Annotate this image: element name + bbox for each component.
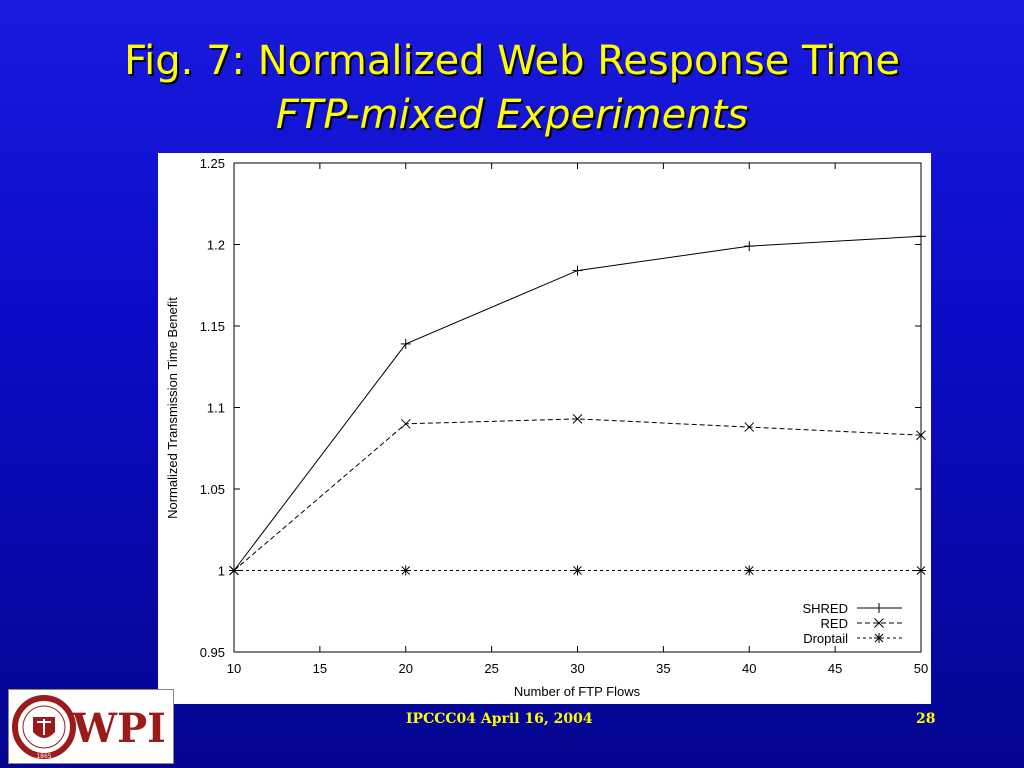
x-tick-label: 15 (313, 661, 327, 676)
x-tick-label: 25 (484, 661, 498, 676)
data-point-droptail (229, 565, 239, 576)
legend-marker-shred (874, 603, 884, 613)
data-point-red (916, 430, 926, 441)
legend-marker-droptail (874, 633, 884, 643)
x-tick-label: 30 (570, 661, 584, 676)
data-point-shred (916, 231, 926, 242)
y-tick-label: 0.95 (200, 645, 225, 660)
page-number: 28 (916, 711, 936, 727)
plot-frame (233, 162, 922, 653)
x-tick-label: 45 (828, 661, 842, 676)
chart-panel: 10 15 20 25 30 35 40 45 50 0.95 1 1.05 1.1 1.15 1.2 1.2… (158, 153, 931, 704)
data-point-red (400, 418, 411, 429)
x-tick-label: 10 (227, 661, 241, 676)
series-line-shred (233, 235, 922, 571)
y-tick-label: 1.1 (207, 401, 225, 416)
y-tick-label: 1.25 (200, 156, 225, 171)
data-point-shred (744, 241, 755, 252)
data-point-red (572, 414, 583, 424)
y-axis-label: Normalized Transmission Time Benefit (165, 297, 180, 519)
logo-year: 1865 (36, 753, 51, 760)
data-point-shred (400, 338, 411, 349)
data-point-droptail (744, 565, 755, 576)
logo-text: WPI (71, 705, 166, 752)
slide-title-line1: Fig. 7: Normalized Web Response Time (124, 38, 900, 84)
slide-title-line2: FTP-mixed Experiments (275, 92, 749, 138)
legend-label-shred: SHRED (802, 601, 848, 616)
wpi-seal-icon: 1865 WPI (12, 695, 166, 760)
x-axis-label: Number of FTP Flows (514, 684, 641, 699)
x-tick-label: 20 (399, 661, 413, 676)
footer-text: IPCCC04 April 16, 2004 (406, 711, 593, 727)
x-tick-label: 50 (914, 661, 928, 676)
series-line-red (233, 418, 922, 571)
y-tick-label: 1.15 (200, 319, 225, 334)
data-point-droptail (916, 565, 926, 576)
legend-marker-red (874, 618, 884, 628)
x-tick-label: 40 (742, 661, 756, 676)
y-tick-label: 1 (218, 564, 225, 579)
data-point-red (744, 422, 755, 432)
line-chart: 10 15 20 25 30 35 40 45 50 0.95 1 1.05 1.1 1.15 1.2 1.2… (165, 156, 928, 699)
x-tick-label: 35 (656, 661, 670, 676)
legend-label-droptail: Droptail (803, 631, 848, 646)
data-point-droptail (572, 565, 583, 576)
y-tick-label: 1.05 (200, 482, 225, 497)
data-point-shred (572, 265, 583, 276)
y-tick-label: 1.2 (207, 238, 225, 253)
data-point-droptail (400, 565, 411, 576)
legend-label-red: RED (821, 616, 848, 631)
wpi-logo: 1865 WPI (8, 689, 174, 764)
